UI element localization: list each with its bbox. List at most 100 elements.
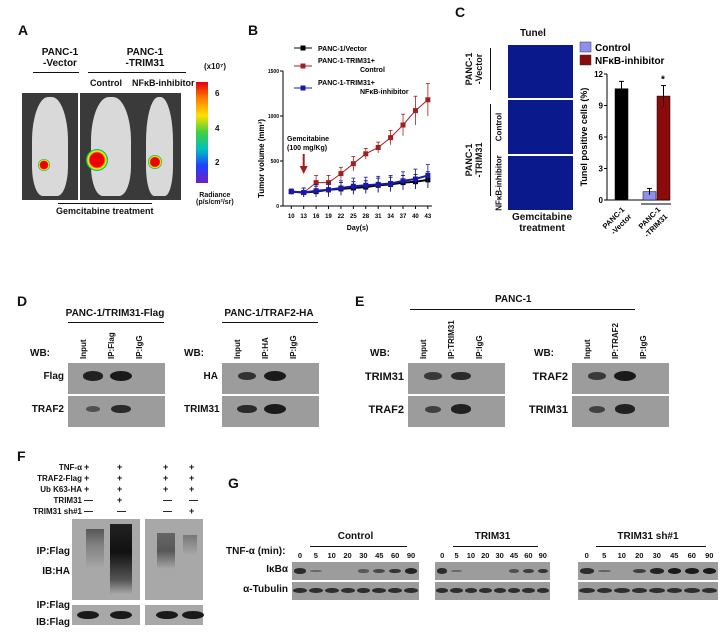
label-line: -TRIM31 (125, 58, 165, 69)
condition-mark: — (163, 506, 172, 516)
tnf-label: TNF-α (min): (226, 546, 286, 557)
band (702, 568, 716, 574)
row-label: Flag (43, 371, 64, 382)
row-vector-label: PANC-1 -Vector (464, 53, 485, 86)
band (493, 588, 506, 593)
label-line: -Vector (43, 58, 77, 69)
band (701, 588, 717, 593)
data-point (425, 97, 431, 103)
band (264, 371, 286, 381)
data-point (388, 135, 394, 141)
condition-mark: + (189, 484, 195, 494)
y-tick-label: 6 (599, 133, 604, 142)
lane-label: Input (233, 339, 242, 359)
significance-marker: * (661, 74, 665, 85)
band (389, 568, 402, 574)
blot-label: IP:Flag (36, 600, 70, 611)
wb-label: WB: (534, 348, 554, 359)
wb-label: WB: (370, 348, 390, 359)
data-point (363, 182, 369, 188)
band (340, 588, 355, 593)
panel-label-d: D (17, 293, 28, 309)
data-point (375, 145, 381, 150)
band (666, 588, 682, 593)
tunel-image-vector (508, 45, 573, 98)
condition-mark: + (189, 462, 195, 472)
condition-mark: + (117, 462, 123, 472)
control-row-label: Control (494, 112, 504, 142)
y-tick-label: 12 (594, 70, 603, 79)
legend-label: Control (360, 67, 385, 74)
row-divider (490, 48, 491, 90)
time-label: 45 (375, 551, 384, 560)
band (237, 404, 257, 414)
group-underline (596, 546, 706, 547)
blot-strip (68, 363, 165, 394)
data-point (338, 171, 344, 177)
time-label: 20 (343, 551, 352, 560)
band (614, 404, 636, 414)
inhibitor-row-label: NFκB-inhibitor (494, 155, 504, 211)
lane-label: Input (583, 339, 592, 359)
gemcitabine-annotation: Gemcitabine (287, 136, 329, 143)
time-label: 5 (313, 551, 318, 560)
band (308, 588, 323, 593)
arrow-head-icon (299, 166, 308, 174)
series-2 (288, 164, 431, 197)
time-label: 45 (670, 551, 679, 560)
scale-tick: 2 (215, 158, 220, 167)
legend-swatch (579, 41, 592, 53)
panel-label-c: C (455, 4, 466, 20)
band (110, 371, 132, 381)
condition-mark: + (163, 484, 169, 494)
legend-label: PANC-1-TRIM31+ (318, 58, 375, 65)
condition-mark: + (189, 473, 195, 483)
lane-label: Input (79, 339, 88, 359)
condition-mark: + (117, 495, 123, 505)
group-title: TRIM31 sh#1 (617, 531, 679, 542)
blot-strip (572, 363, 669, 394)
mouse-image-trim31-inhibitor (138, 93, 181, 200)
panel-label-a: A (18, 22, 29, 38)
tunel-title: Tunel (520, 28, 546, 39)
x-tick-label: 34 (387, 214, 394, 220)
row-label: TRIM31 (364, 371, 404, 383)
lane-label: Input (419, 339, 428, 359)
legend-marker (300, 85, 306, 91)
y-axis-label: Tumor volume (mm³) (257, 119, 266, 198)
ikba-blot (578, 562, 718, 580)
lane-label: IP:IgG (639, 335, 648, 359)
band (237, 371, 257, 381)
time-label: 60 (391, 551, 400, 560)
smear (183, 535, 197, 555)
band (632, 568, 646, 574)
flag-blot (145, 605, 204, 625)
band (685, 568, 699, 574)
band (110, 611, 132, 619)
lane-label: IP:Flag (107, 332, 116, 359)
condition-mark: — (189, 495, 198, 505)
title-underline (68, 322, 164, 323)
x-axis-label: Day(s) (347, 225, 368, 232)
band (631, 588, 647, 593)
ubiquitin-blot (145, 519, 203, 600)
control-label: Control (90, 78, 122, 88)
band (451, 569, 462, 573)
band (404, 588, 418, 593)
band (507, 588, 521, 593)
legend-label: NFκB-inhibitor (595, 56, 665, 67)
band (388, 588, 403, 593)
time-label: 20 (635, 551, 644, 560)
row-trim31-label: PANC-1 -TRIM31 (464, 142, 485, 177)
time-label: 10 (466, 551, 476, 560)
band (508, 569, 520, 573)
series-0 (288, 171, 431, 197)
smear (86, 529, 104, 569)
band (579, 588, 595, 593)
mouse-image-trim31-control (80, 93, 142, 200)
band (614, 588, 630, 593)
time-label: 45 (509, 551, 519, 560)
legend-label: Control (595, 43, 631, 54)
condition-mark: + (84, 473, 90, 483)
